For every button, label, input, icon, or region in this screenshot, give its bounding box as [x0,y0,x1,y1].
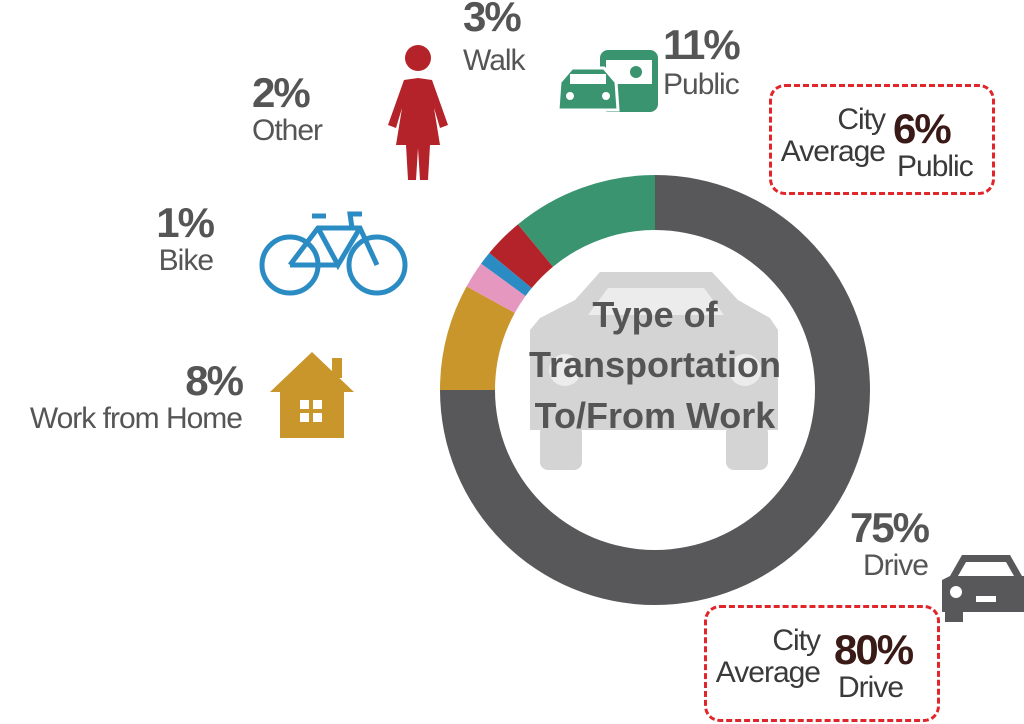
value-label: 75% [849,504,930,551]
walk-icon [388,45,448,180]
city-average-value: 6% [893,105,952,152]
city-average-category: Drive [838,671,904,704]
donut-segment [517,175,655,267]
value-label: 3% [463,0,522,40]
value-label: 2% [252,69,311,116]
donut-segment [481,252,532,296]
donut-segment [440,286,515,390]
value-label: 1% [156,199,215,246]
value-label: 11% [663,21,741,68]
donut-segment [489,224,554,289]
category-label: Bike [158,244,214,277]
category-label: Other [252,114,323,147]
city-average-box [769,84,995,195]
bike-icon [259,211,408,296]
city-average-value: 80% [834,626,914,673]
category-label: Walk [463,44,526,77]
city-average-caption: City Average [780,103,886,168]
city-average-box [704,605,940,722]
city-average-category: Public [897,150,974,183]
home-icon [270,352,354,438]
drive-icon [942,555,1024,622]
value-label: 8% [185,357,244,404]
public-icon [556,50,658,112]
category-label: Work from Home [29,402,243,435]
donut [440,175,870,605]
category-label: Public [663,68,740,101]
city-average-caption: City Average [715,624,821,689]
donut-segment [466,263,526,313]
chart-title: Type of Transportation To/From Work [528,294,782,436]
center-car-detail [549,288,761,386]
category-label: Drive [862,549,929,582]
